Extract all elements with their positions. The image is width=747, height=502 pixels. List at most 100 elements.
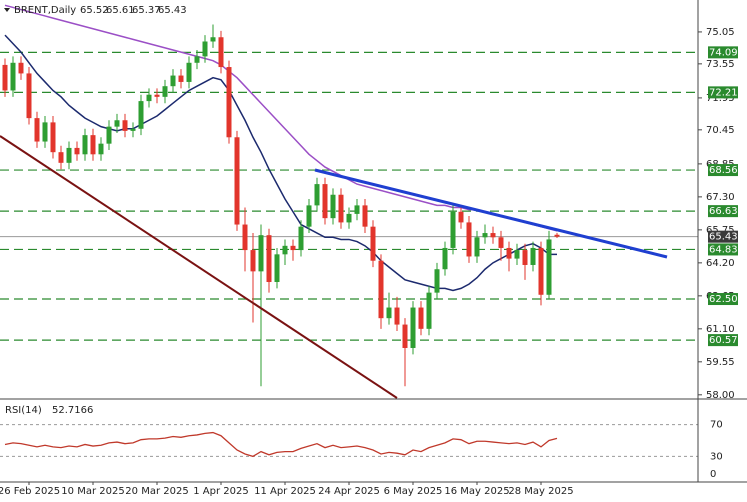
candle-body: [274, 254, 280, 283]
candle-body: [346, 213, 352, 223]
candle-body: [410, 307, 416, 348]
candle-body: [122, 120, 128, 131]
x-tick-label: 28 May 2025: [508, 486, 573, 497]
candle-body: [386, 307, 392, 319]
candle-body: [506, 247, 512, 259]
y-tick-label: 75.05: [706, 27, 735, 38]
rsi-title: RSI(14): [5, 405, 42, 416]
x-tick-label: 24 Apr 2025: [318, 486, 380, 497]
candle-body: [82, 135, 88, 155]
y-tick-label: 73.55: [706, 59, 735, 70]
trendline-channel: [0, 135, 398, 399]
candle-body: [458, 211, 464, 223]
candle-body: [226, 67, 232, 138]
x-tick-label: 6 May 2025: [384, 486, 443, 497]
header-close: 65.43: [158, 5, 187, 16]
header-open: 65.52: [80, 5, 109, 16]
candle-body: [450, 211, 456, 248]
candle-body: [514, 250, 520, 259]
candle-body: [338, 194, 344, 223]
candle-body: [298, 226, 304, 251]
candle-body: [234, 137, 240, 225]
level-label-bg: [708, 164, 738, 177]
y-tick-label: 58.00: [706, 390, 735, 401]
rsi-value: 52.7166: [52, 405, 93, 416]
candle-body: [90, 135, 96, 155]
candle-body: [266, 235, 272, 283]
rsi-tick-label: 0: [710, 469, 716, 480]
candle-body: [218, 37, 224, 68]
x-tick-label: 16 May 2025: [444, 486, 509, 497]
candle-body: [538, 247, 544, 295]
chart-title: BRENT,Daily: [14, 5, 76, 16]
x-tick-label: 11 Apr 2025: [254, 486, 316, 497]
candle-body: [250, 250, 256, 272]
candle-body: [50, 122, 56, 153]
menu-icon: [4, 8, 10, 12]
candle-body: [18, 62, 24, 74]
candle-body: [554, 234, 560, 237]
candle-body: [394, 307, 400, 325]
candle-body: [210, 37, 216, 42]
y-tick-label: 67.30: [706, 192, 735, 203]
candle-body: [370, 226, 376, 261]
candle-body: [258, 235, 264, 272]
candle-body: [130, 128, 136, 131]
trendline-resistance: [314, 168, 668, 259]
candle-body: [354, 205, 360, 214]
level-label-bg: [708, 334, 738, 347]
candle-body: [74, 147, 80, 155]
level-label-bg: [708, 86, 738, 99]
x-tick-label: 10 Mar 2025: [61, 486, 124, 497]
candle-body: [2, 64, 8, 91]
candle-body: [42, 122, 48, 142]
candle-body: [474, 237, 480, 257]
x-tick-label: 26 Feb 2025: [0, 486, 60, 497]
y-tick-label: 70.45: [706, 125, 735, 136]
candle-body: [522, 250, 528, 265]
y-tick-label: 61.10: [706, 324, 735, 335]
candle-body: [322, 184, 328, 219]
candle-body: [58, 152, 64, 163]
moving-average: [4, 34, 557, 292]
candle-body: [138, 101, 144, 129]
candle-body: [194, 56, 200, 63]
candle-body: [242, 224, 248, 251]
candle-body: [314, 184, 320, 206]
candle-body: [530, 247, 536, 265]
x-tick-label: 20 Mar 2025: [125, 486, 188, 497]
current-price-bg: [708, 230, 738, 243]
level-label-bg: [708, 293, 738, 306]
candle-body: [306, 205, 312, 227]
candle-body: [154, 94, 160, 97]
rsi-tick-label: 30: [710, 451, 723, 462]
candle-body: [186, 62, 192, 82]
candle-body: [426, 292, 432, 329]
level-label: 68.56: [709, 165, 738, 176]
candle-body: [434, 269, 440, 293]
candle-body: [162, 86, 168, 97]
candle-body: [66, 147, 72, 163]
candle-body: [490, 233, 496, 238]
candle-body: [362, 205, 368, 227]
candle-body: [106, 126, 112, 144]
candle-body: [402, 324, 408, 348]
y-tick-label: 64.20: [706, 258, 735, 269]
candle-body: [26, 73, 32, 119]
candle-body: [98, 143, 104, 155]
current-price-label: 65.43: [709, 232, 738, 243]
y-tick-label: 65.75: [706, 225, 735, 236]
candle-body: [114, 120, 120, 127]
candle-body: [442, 247, 448, 270]
candle-body: [418, 307, 424, 329]
candle-body: [330, 194, 336, 219]
header-high: 65.61: [106, 5, 135, 16]
level-label-bg: [708, 243, 738, 256]
candle-body: [10, 62, 16, 91]
candle-body: [34, 118, 40, 142]
rsi-tick-label: 70: [710, 420, 723, 431]
level-label-bg: [708, 205, 738, 218]
y-tick-label: 59.55: [706, 357, 735, 368]
candle-body: [290, 245, 296, 251]
